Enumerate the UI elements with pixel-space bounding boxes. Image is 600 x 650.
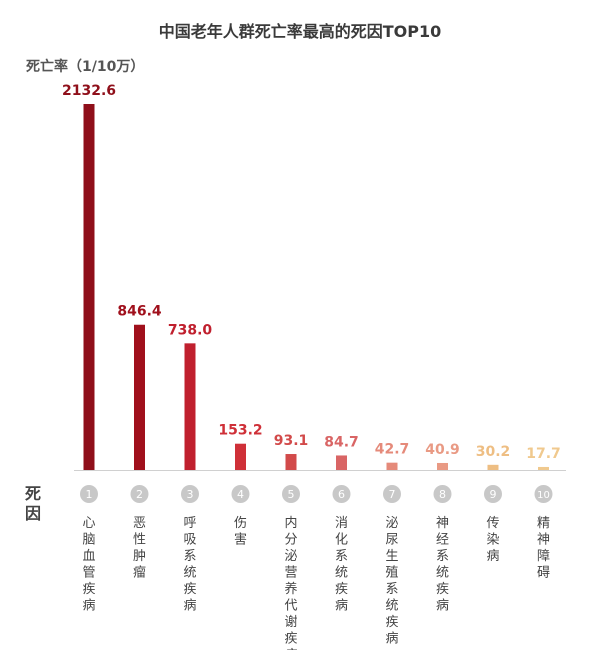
tick-label: 病 <box>335 599 348 614</box>
tick-label: 肿 <box>133 549 146 564</box>
tick-label: 恶 <box>133 516 146 531</box>
tick-label: 疾 <box>183 582 196 597</box>
data-label: 93.1 <box>274 433 309 449</box>
tick-label: 病 <box>436 599 449 614</box>
data-label: 153.2 <box>218 423 262 439</box>
tick-label: 消 <box>335 516 348 531</box>
rank-badge <box>383 485 401 503</box>
bar <box>83 104 95 470</box>
data-label: 84.7 <box>324 434 359 450</box>
rank-number: 3 <box>187 488 194 501</box>
bar <box>134 324 145 470</box>
tick-label: 系 <box>385 582 398 597</box>
tick-label: 染 <box>486 533 499 548</box>
bar <box>235 443 246 470</box>
tick-label: 经 <box>436 533 449 548</box>
tick-label: 障 <box>537 549 550 564</box>
x-axis-label: 死因 <box>24 484 41 523</box>
data-label: 17.7 <box>526 446 561 462</box>
rank-badge <box>332 485 351 503</box>
rank-badge <box>534 485 553 503</box>
bar <box>386 462 398 470</box>
tick-label: 心 <box>82 516 95 531</box>
tick-label: 系 <box>436 549 449 564</box>
tick-label: 统 <box>385 599 398 614</box>
tick-label: 统 <box>183 566 196 581</box>
tick-label: 病 <box>284 648 297 650</box>
rank-number: 2 <box>136 488 143 501</box>
tick-label: 殖 <box>385 565 398 581</box>
tick-label: 脑 <box>82 533 95 548</box>
tick-label: 尿 <box>385 533 398 548</box>
tick-label: 神 <box>537 533 550 548</box>
data-label: 846.4 <box>117 304 162 320</box>
rank-number: 8 <box>439 488 446 501</box>
tick-label: 伤 <box>234 516 247 531</box>
tick-label: 疾 <box>335 582 348 597</box>
tick-label: 害 <box>234 532 247 548</box>
rank-number: 6 <box>338 488 345 501</box>
tick-label: 营 <box>284 566 297 581</box>
tick-label: 泌 <box>385 516 398 531</box>
tick-label: 传 <box>486 516 499 531</box>
bar <box>437 462 448 470</box>
rank-number: 4 <box>237 488 244 501</box>
tick-label: 疾 <box>82 582 95 597</box>
data-label: 738.0 <box>168 322 213 338</box>
rank-badge <box>433 485 452 503</box>
chart-title: 中国老年人群死亡率最高的死因TOP10 <box>158 22 442 41</box>
rank-badge <box>130 485 149 503</box>
rank-number: 10 <box>537 490 550 501</box>
data-label: 30.2 <box>476 444 511 460</box>
tick-label: 生 <box>385 549 398 564</box>
tick-label: 化 <box>335 533 348 548</box>
rank-number: 7 <box>389 488 396 501</box>
tick-label: 病 <box>183 599 196 614</box>
rank-badge <box>80 485 98 503</box>
rank-badge <box>181 485 199 503</box>
bar <box>538 466 549 470</box>
tick-label: 精 <box>537 516 550 531</box>
tick-label: 统 <box>436 566 449 581</box>
bar <box>184 343 196 470</box>
tick-label: 内 <box>284 515 297 531</box>
rank-number: 1 <box>86 488 93 501</box>
tick-label: 泌 <box>284 549 297 564</box>
tick-label: 病 <box>82 599 95 614</box>
rank-badge <box>282 485 300 503</box>
tick-label: 碍 <box>537 566 550 581</box>
tick-label: 养 <box>284 581 297 597</box>
tick-label: 疾 <box>284 632 297 647</box>
tick-label: 吸 <box>183 533 196 548</box>
bar <box>487 464 499 470</box>
tick-label: 疾 <box>436 582 449 597</box>
tick-label: 病 <box>385 632 398 647</box>
tick-label: 病 <box>486 549 499 564</box>
tick-label: 疾 <box>385 615 398 630</box>
data-label: 40.9 <box>425 442 460 458</box>
tick-label: 性 <box>133 533 146 548</box>
rank-badge <box>484 485 502 503</box>
tick-label: 代 <box>284 599 297 614</box>
tick-label: 谢 <box>284 614 297 630</box>
data-label: 2132.6 <box>62 83 116 99</box>
tick-label: 呼 <box>183 516 196 531</box>
bar <box>285 454 297 470</box>
rank-number: 5 <box>288 488 295 501</box>
data-label: 42.7 <box>375 442 410 458</box>
rank-badge <box>231 485 250 503</box>
tick-label: 血 <box>82 549 95 564</box>
tick-label: 神 <box>436 516 449 531</box>
tick-label: 管 <box>82 566 95 581</box>
tick-label: 系 <box>183 549 196 564</box>
bar <box>336 455 347 470</box>
tick-label: 系 <box>335 549 348 564</box>
rank-number: 9 <box>490 488 497 501</box>
tick-label: 分 <box>284 533 297 548</box>
tick-label: 统 <box>335 566 348 581</box>
y-axis-label: 死亡率（1/10万） <box>26 59 145 75</box>
tick-label: 瘤 <box>133 565 146 581</box>
